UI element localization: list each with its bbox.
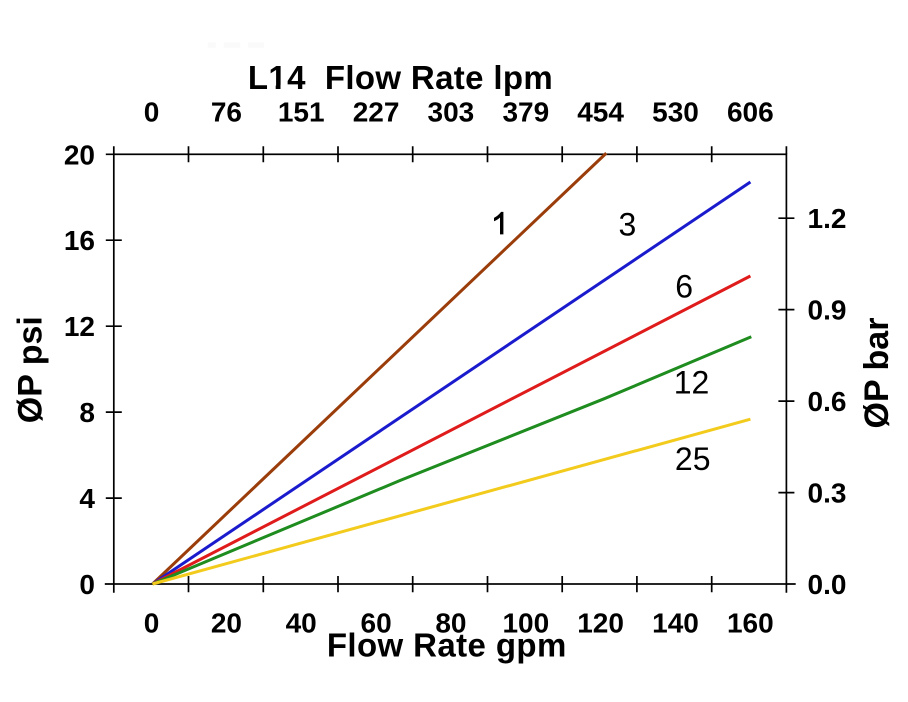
svg-text:303: 303 xyxy=(428,97,475,128)
svg-text:0: 0 xyxy=(79,569,95,600)
svg-text:151: 151 xyxy=(278,97,325,128)
svg-text:120: 120 xyxy=(577,608,624,639)
svg-text:25: 25 xyxy=(675,441,711,477)
svg-text:12: 12 xyxy=(674,364,710,400)
svg-text:12: 12 xyxy=(64,311,95,342)
svg-text:0: 0 xyxy=(144,97,160,128)
svg-text:160: 160 xyxy=(727,608,774,639)
svg-text:454: 454 xyxy=(577,97,624,128)
svg-text:8: 8 xyxy=(79,397,95,428)
svg-text:0.0: 0.0 xyxy=(808,569,847,600)
svg-text:Flow Rate gpm: Flow Rate gpm xyxy=(327,627,567,664)
svg-text:L14 Flow Rate lpm: L14 Flow Rate lpm xyxy=(248,59,553,96)
svg-text:100: 100 xyxy=(502,608,549,639)
svg-text:76: 76 xyxy=(211,97,242,128)
svg-text:0.9: 0.9 xyxy=(808,295,847,326)
svg-text:16: 16 xyxy=(64,225,95,256)
svg-text:40: 40 xyxy=(286,608,317,639)
svg-text:80: 80 xyxy=(435,608,466,639)
svg-text:20: 20 xyxy=(64,139,95,170)
svg-text:60: 60 xyxy=(361,608,392,639)
svg-text:0.3: 0.3 xyxy=(808,478,847,509)
svg-text:ØP bar: ØP bar xyxy=(858,318,896,429)
svg-text:530: 530 xyxy=(652,97,699,128)
svg-text:227: 227 xyxy=(353,97,400,128)
svg-text:4: 4 xyxy=(79,483,95,514)
svg-text:0: 0 xyxy=(144,608,160,639)
svg-text:0.6: 0.6 xyxy=(808,386,847,417)
svg-text:379: 379 xyxy=(502,97,549,128)
svg-text:3: 3 xyxy=(619,207,637,243)
svg-text:6: 6 xyxy=(675,268,693,304)
svg-text:20: 20 xyxy=(211,608,242,639)
svg-text:140: 140 xyxy=(652,608,699,639)
svg-text:1.2: 1.2 xyxy=(808,203,847,234)
svg-text:606: 606 xyxy=(727,97,774,128)
svg-text:ØP psi: ØP psi xyxy=(12,316,50,423)
